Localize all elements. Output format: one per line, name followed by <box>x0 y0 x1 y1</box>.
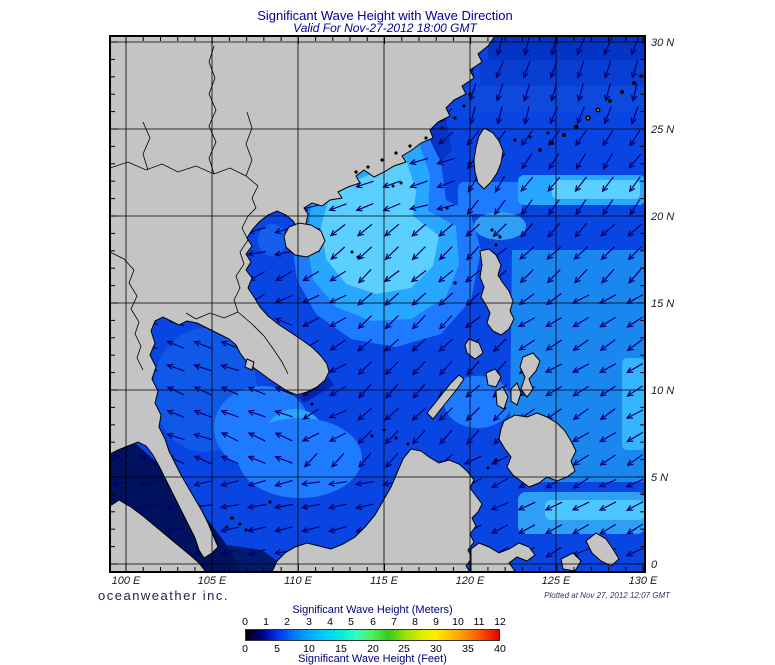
legend-feet-tick: 30 <box>430 643 442 655</box>
small-islands <box>225 74 643 532</box>
land-cebu <box>510 382 522 406</box>
land-luzon <box>479 248 515 336</box>
legend-meters-scale: 0 1 2 3 4 5 6 7 8 9 10 11 12 <box>0 616 775 628</box>
land-sumatra <box>110 499 207 572</box>
country-borders <box>110 45 289 375</box>
land-borneo <box>271 448 483 572</box>
legend-feet-title: Significant Wave Height (Feet) <box>298 653 447 665</box>
land-hainan <box>283 222 326 258</box>
lon-label-120e: 120 E <box>456 575 485 587</box>
legend-feet-tick: 40 <box>494 643 506 655</box>
page-title: Significant Wave Height with Wave Direct… <box>257 8 513 23</box>
longitude-labels: 100 E 105 E 110 E 115 E 120 E 125 E 130 … <box>112 575 658 587</box>
legend-feet-tick: 10 <box>303 643 315 655</box>
lon-label-110e: 110 E <box>284 575 313 587</box>
lon-label-115e: 115 E <box>370 575 399 587</box>
legend-meters-tick: 12 <box>494 616 506 628</box>
land-phu-quoc <box>244 358 255 371</box>
oceanweather-logo: oceanweather inc. <box>98 588 230 603</box>
lat-label-0: 0 <box>651 559 658 571</box>
legend-feet-tick: 25 <box>398 643 410 655</box>
valid-time-subtitle: Valid For Nov-27-2012 18:00 GMT <box>293 21 477 35</box>
lat-label-5n: 5 N <box>651 472 668 484</box>
lon-label-100e: 100 E <box>112 575 141 587</box>
legend-feet-tick: 0 <box>242 643 248 655</box>
graticule-grid <box>110 36 645 572</box>
legend-colorbar <box>245 629 500 641</box>
lat-label-10n: 10 N <box>651 385 674 397</box>
legend-meters-tick: 10 <box>452 616 464 628</box>
legend-feet-tick: 5 <box>274 643 280 655</box>
station-marker <box>587 117 589 119</box>
legend-meters-tick: 7 <box>391 616 397 628</box>
lon-label-130e: 130 E <box>629 575 658 587</box>
lat-label-20n: 20 N <box>650 211 674 223</box>
legend-feet-tick: 20 <box>367 643 379 655</box>
legend-meters-tick: 3 <box>306 616 312 628</box>
legend-meters-tick: 1 <box>263 616 269 628</box>
land-china-indochina-malay <box>110 36 496 559</box>
legend-meters-tick: 8 <box>412 616 418 628</box>
lon-label-125e: 125 E <box>542 575 571 587</box>
land-palawan <box>426 374 465 420</box>
latitude-labels: 30 N 25 N 20 N 15 N 10 N 5 N 0 <box>650 37 674 571</box>
legend-meters-title: Significant Wave Height (Meters) <box>292 604 453 616</box>
legend-meters-tick: 4 <box>327 616 333 628</box>
frame-tick-marks <box>111 37 644 571</box>
land-molucca-islet <box>560 552 582 572</box>
legend-meters-tick: 0 <box>242 616 248 628</box>
station-marker <box>597 109 599 111</box>
legend-meters-tick: 5 <box>348 616 354 628</box>
legend-meters-tick: 11 <box>473 616 485 628</box>
land-panay <box>485 368 502 388</box>
plotted-timestamp: Plotted at Nov 27, 2012 12:07 GMT <box>544 591 670 600</box>
land-negros <box>495 386 509 410</box>
lat-label-30n: 30 N <box>651 37 674 49</box>
land-masses <box>110 36 620 572</box>
legend-meters-tick: 6 <box>370 616 376 628</box>
land-taiwan <box>473 127 504 190</box>
legend-feet-scale: 0 5 10 15 20 25 30 35 40 <box>0 643 775 655</box>
legend-meters-tick: 2 <box>284 616 290 628</box>
land-mindoro <box>464 338 484 360</box>
map-frame <box>109 35 646 573</box>
land-halmahera <box>585 532 620 567</box>
legend-feet-tick: 35 <box>462 643 474 655</box>
lon-label-105e: 105 E <box>198 575 227 587</box>
land-samar-leyte <box>519 352 541 398</box>
land-mindanao <box>498 412 577 488</box>
legend-meters-tick: 9 <box>433 616 439 628</box>
lat-label-15n: 15 N <box>651 298 674 310</box>
lat-label-25n: 25 N <box>650 124 674 136</box>
legend-feet-tick: 15 <box>335 643 347 655</box>
